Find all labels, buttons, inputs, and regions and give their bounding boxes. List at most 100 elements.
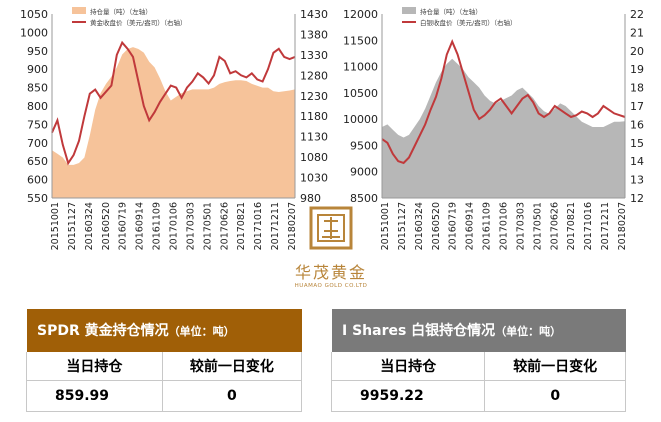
gold-legend-holdings: 持仓量（吨）（左轴） [90, 7, 152, 16]
gold-x-tick: 20170106 [169, 202, 180, 250]
gold-left-tick: 750 [27, 118, 48, 131]
silver-right-tick: 21 [630, 26, 644, 39]
silver-etf-chart: 8500 9000 9500 10000 10500 11000 11500 12000 12 1… [343, 7, 644, 250]
gold-x-tick: 20170821 [236, 202, 247, 250]
silver-left-tick: 10000 [343, 113, 378, 126]
gold-left-tick: 650 [27, 155, 48, 168]
silver-right-tick: 19 [630, 63, 644, 76]
gold-x-tick: 20170303 [185, 202, 196, 250]
silver-x-tick: 20160324 [414, 202, 425, 250]
silver-holdings-table: I Shares 白银持仓情况（单位：吨） 当日持仓 较前一日变化 9959.2… [330, 308, 626, 412]
silver-x-tick: 20160914 [465, 202, 476, 250]
silver-x-tick: 20151127 [397, 202, 408, 250]
logo-name: 华茂黄金 [294, 263, 367, 282]
silver-right-tick: 12 [630, 192, 644, 205]
gold-left-tick: 550 [27, 192, 48, 205]
gold-right-tick: 980 [300, 192, 321, 205]
gold-table-title: SPDR 黄金持仓情况（单位：吨） [26, 308, 302, 352]
logo-subtitle: HUAMAO GOLD CO.LTD [294, 283, 368, 289]
silver-left-tick: 9500 [350, 139, 378, 152]
silver-x-tick: 20171211 [600, 202, 611, 250]
silver-holdings-area [382, 58, 625, 199]
gold-change-value: 0 [161, 380, 303, 412]
gold-left-tick: 950 [27, 45, 48, 58]
silver-x-tick: 20180207 [617, 202, 628, 250]
gold-x-tick: 20171211 [270, 202, 281, 250]
silver-left-tick: 8500 [350, 192, 378, 205]
gold-x-tick: 20160324 [84, 202, 95, 250]
silver-left-tick: 11500 [343, 34, 378, 47]
silver-table-title-text: I Shares 白银持仓情况 [342, 323, 496, 339]
gold-left-tick: 700 [27, 137, 48, 150]
gold-left-tick: 1000 [20, 26, 48, 39]
silver-col-today: 当日持仓 [330, 351, 486, 381]
silver-x-tick: 20170626 [549, 202, 560, 250]
gold-legend-price: 黄金收盘价（美元/盎司）（右轴） [90, 18, 186, 27]
gold-x-tick: 20160520 [101, 202, 112, 250]
gold-right-tick: 1080 [300, 151, 328, 164]
silver-right-tick: 14 [630, 155, 644, 168]
gold-x-tick: 20180207 [287, 202, 298, 250]
silver-right-tick: 17 [630, 100, 644, 113]
silver-left-tick: 9000 [350, 166, 378, 179]
silver-legend-swatch-holdings [402, 7, 416, 14]
gold-col-today: 当日持仓 [26, 351, 163, 381]
silver-table-unit: （单位：吨） [495, 325, 562, 338]
silver-x-tick: 20170501 [532, 202, 543, 250]
silver-x-tick: 20160520 [431, 202, 442, 250]
silver-x-tick: 20170106 [499, 202, 510, 250]
silver-right-tick: 13 [630, 174, 644, 187]
gold-x-tick: 20160914 [135, 202, 146, 250]
gold-table-title-text: SPDR 黄金持仓情况 [37, 323, 169, 339]
company-logo: 华茂黄金 HUAMAO GOLD CO.LTD [292, 205, 370, 295]
gold-right-tick: 1180 [300, 110, 328, 123]
gold-x-tick: 20160719 [118, 202, 129, 250]
logo-emblem-icon [309, 206, 353, 250]
silver-table-title: I Shares 白银持仓情况（单位：吨） [331, 308, 626, 352]
silver-left-tick: 11000 [343, 61, 378, 74]
silver-right-tick: 15 [630, 137, 644, 150]
gold-x-tick: 20170626 [219, 202, 230, 250]
gold-right-tick: 1330 [300, 49, 328, 62]
gold-today-value: 859.99 [26, 380, 163, 412]
gold-x-tick: 20151001 [50, 202, 61, 250]
silver-legend-holdings: 持仓量（吨）（左轴） [420, 7, 482, 16]
gold-left-tick: 1050 [20, 8, 48, 21]
gold-legend-swatch-holdings [72, 7, 86, 14]
silver-right-tick: 18 [630, 82, 644, 95]
gold-price-line [51, 40, 296, 166]
gold-col-change: 较前一日变化 [161, 351, 303, 381]
silver-right-tick: 16 [630, 118, 644, 131]
silver-x-tick: 20161109 [482, 202, 493, 250]
gold-etf-chart: 550 600 650 700 750 800 850 900 950 1000 1050 980 10… [20, 7, 328, 250]
gold-right-tick: 1430 [300, 8, 328, 21]
silver-left-tick: 12000 [343, 8, 378, 21]
silver-x-tick: 20170303 [515, 202, 526, 250]
gold-holdings-area [52, 47, 295, 198]
silver-today-value: 9959.22 [330, 380, 486, 412]
silver-x-tick: 20171016 [583, 202, 594, 250]
gold-right-tick: 1130 [300, 131, 328, 144]
gold-right-tick: 1380 [300, 28, 328, 41]
gold-x-tick: 20170501 [202, 202, 213, 250]
gold-left-tick: 900 [27, 63, 48, 76]
gold-right-tick: 1030 [300, 172, 328, 185]
silver-x-tick: 20170821 [566, 202, 577, 250]
silver-legend-price: 白银收盘价（美元/盎司）（右轴） [420, 18, 516, 27]
gold-x-tick: 20161109 [152, 202, 163, 250]
gold-holdings-table: SPDR 黄金持仓情况（单位：吨） 当日持仓 较前一日变化 859.99 0 [26, 308, 303, 412]
gold-table-unit: （单位：吨） [168, 325, 235, 338]
gold-left-tick: 850 [27, 82, 48, 95]
silver-x-tick: 20160719 [448, 202, 459, 250]
gold-x-tick: 20171016 [253, 202, 264, 250]
gold-right-tick: 1230 [300, 90, 328, 103]
silver-x-tick: 20151001 [380, 202, 391, 250]
gold-left-tick: 600 [27, 174, 48, 187]
gold-x-tick: 20151127 [67, 202, 78, 250]
silver-right-tick: 20 [630, 45, 644, 58]
silver-price-line [381, 39, 626, 165]
gold-right-tick: 1280 [300, 69, 328, 82]
silver-change-value: 0 [484, 380, 626, 412]
silver-left-tick: 10500 [343, 87, 378, 100]
silver-col-change: 较前一日变化 [484, 351, 626, 381]
